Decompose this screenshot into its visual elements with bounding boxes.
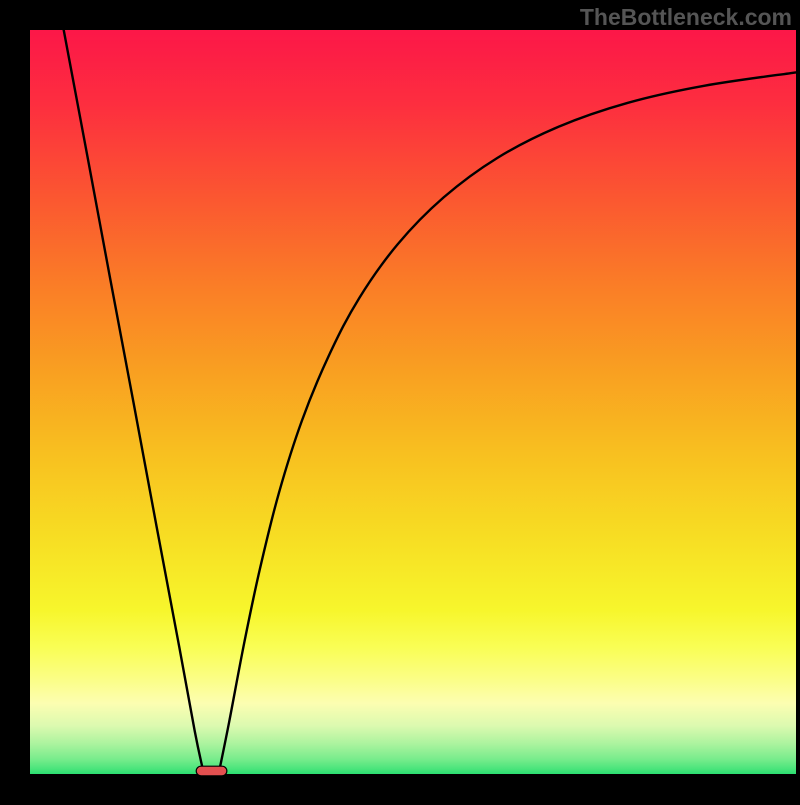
chart-svg: [0, 0, 800, 800]
minimum-marker: [196, 766, 227, 776]
plot-background: [30, 30, 796, 774]
watermark-text: TheBottleneck.com: [580, 4, 792, 31]
chart-frame: TheBottleneck.com: [0, 0, 800, 800]
